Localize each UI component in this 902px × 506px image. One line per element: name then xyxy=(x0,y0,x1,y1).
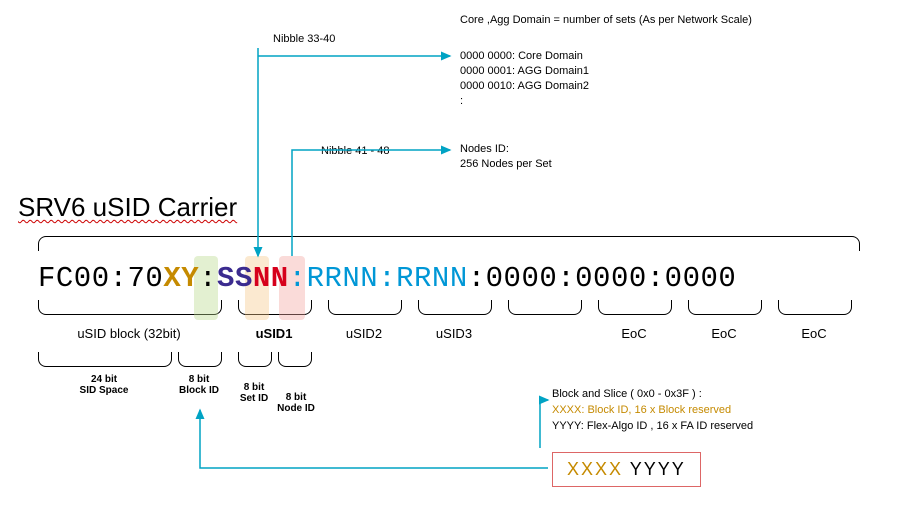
label-eoc-1: EoC xyxy=(598,326,670,341)
brace-extra xyxy=(778,300,852,315)
domain-line-3: : xyxy=(460,95,463,107)
nibble-41-48-label: Nibble 41 - 48 xyxy=(321,145,390,157)
label-usid3: uSID3 xyxy=(418,326,490,341)
addr-colon-2: : xyxy=(289,262,307,295)
label-nodeid: 8 bit Node ID xyxy=(272,392,320,414)
domain-line-1: 0000 0001: AGG Domain1 xyxy=(460,65,589,77)
brace-eoc-3 xyxy=(688,300,762,315)
domain-line-2: 0000 0010: AGG Domain2 xyxy=(460,80,589,92)
addr-tail: :0000:0000:0000 xyxy=(468,262,737,295)
usid-address: FC00:70XY:SSNN:RRNN:RRNN:0000:0000:0000 xyxy=(38,262,736,295)
label-eoc-3: EoC xyxy=(778,326,850,341)
addr-ss: SS xyxy=(217,262,253,295)
label-blockid: 8 bit Block ID xyxy=(172,374,226,396)
brace-24bit xyxy=(38,352,172,367)
diagram-root: SRV6 uSID Carrier Nibble 33-40 Nibble 41… xyxy=(0,0,902,506)
label-24bit: 24 bit SID Space xyxy=(38,374,170,396)
nodes-sub: 256 Nodes per Set xyxy=(460,158,552,170)
block-slice-line1: XXXX: Block ID, 16 x Block reserved xyxy=(552,404,731,416)
addr-colon-1: : xyxy=(199,262,217,295)
addr-nn: NN xyxy=(253,262,289,295)
label-usid-block: uSID block (32bit) xyxy=(38,326,220,341)
addr-xy: XY xyxy=(163,262,199,295)
diagram-title: SRV6 uSID Carrier xyxy=(18,192,237,223)
label-usid2: uSID2 xyxy=(328,326,400,341)
brace-eoc-1 xyxy=(508,300,582,315)
domain-line-0: 0000 0000: Core Domain xyxy=(460,50,583,62)
xxxx-yyyy-box: XXXX YYYY xyxy=(552,452,701,487)
box-yyyy: YYYY xyxy=(623,459,686,479)
brace-nodeid xyxy=(278,352,312,367)
label-usid1: uSID1 xyxy=(238,326,310,341)
addr-fc00-70: FC00:70 xyxy=(38,262,163,295)
block-slice-title: Block and Slice ( 0x0 - 0x3F ) : xyxy=(552,388,702,400)
brace-top-all xyxy=(38,236,860,251)
brace-usid3 xyxy=(418,300,492,315)
label-eoc-2: EoC xyxy=(688,326,760,341)
nodes-title: Nodes ID: xyxy=(460,143,509,155)
domain-title: Core ,Agg Domain = number of sets (As pe… xyxy=(460,14,752,26)
brace-usid2 xyxy=(328,300,402,315)
addr-rrnn-1: RRNN xyxy=(307,262,379,295)
arrows-svg xyxy=(0,0,902,506)
nibble-33-40-label: Nibble 33-40 xyxy=(273,33,335,45)
box-xxxx: XXXX xyxy=(567,459,623,479)
addr-colon-3: : xyxy=(378,262,396,295)
brace-blockid xyxy=(178,352,222,367)
addr-rrnn-2: RRNN xyxy=(396,262,468,295)
block-slice-line2: YYYY: Flex-Algo ID , 16 x FA ID reserved xyxy=(552,420,753,432)
label-setid: 8 bit Set ID xyxy=(230,382,278,404)
brace-setid xyxy=(238,352,272,367)
brace-eoc-2 xyxy=(598,300,672,315)
